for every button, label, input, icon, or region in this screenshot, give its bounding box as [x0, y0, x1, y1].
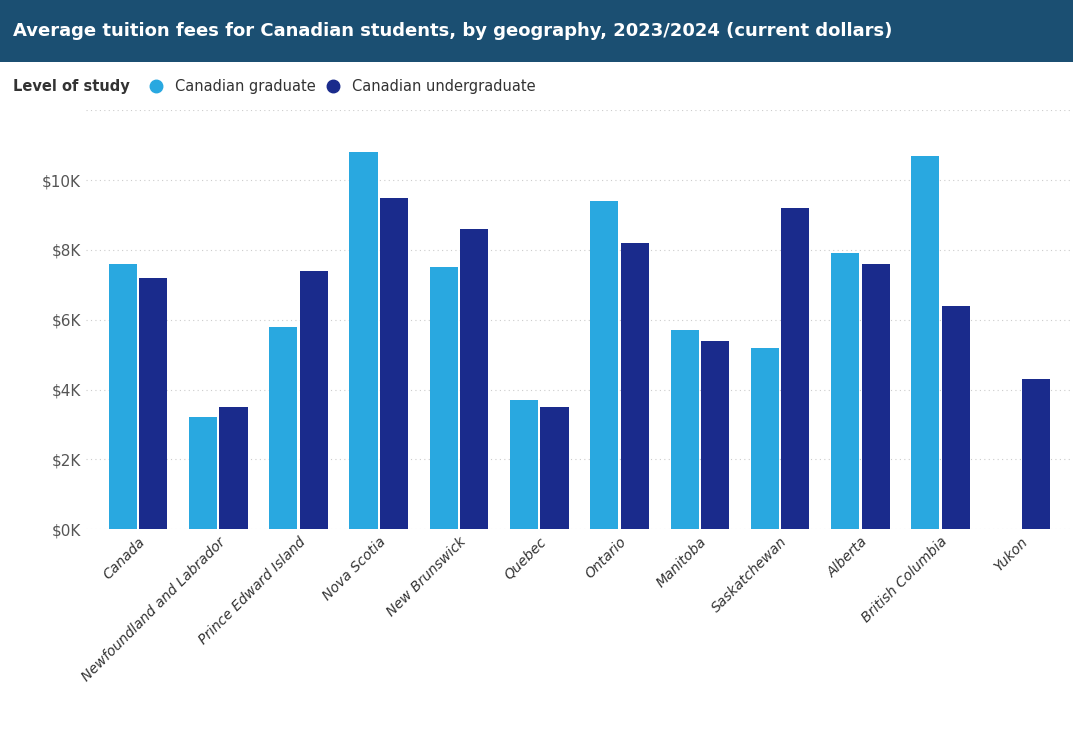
Bar	[189, 417, 217, 529]
Bar	[751, 348, 779, 529]
Bar	[510, 400, 538, 529]
Bar	[350, 152, 378, 529]
Bar	[701, 341, 729, 529]
Bar	[671, 330, 699, 529]
Text: Canadian undergraduate: Canadian undergraduate	[352, 79, 535, 94]
Bar	[108, 264, 136, 529]
Bar	[942, 306, 970, 529]
Bar	[220, 407, 248, 529]
Bar	[139, 278, 167, 529]
Bar	[781, 208, 809, 529]
Bar	[541, 407, 569, 529]
Text: Average tuition fees for Canadian students, by geography, 2023/2024 (current dol: Average tuition fees for Canadian studen…	[13, 22, 893, 40]
Bar	[911, 156, 939, 529]
Bar	[831, 254, 859, 529]
Bar	[380, 198, 408, 529]
Bar	[460, 229, 488, 529]
Bar	[1023, 379, 1050, 529]
Text: Level of study: Level of study	[13, 79, 130, 94]
Bar	[299, 271, 328, 529]
Bar	[269, 326, 297, 529]
Bar	[862, 264, 890, 529]
Bar	[430, 268, 458, 529]
Bar	[590, 201, 618, 529]
Text: Canadian graduate: Canadian graduate	[175, 79, 315, 94]
Bar	[621, 243, 649, 529]
